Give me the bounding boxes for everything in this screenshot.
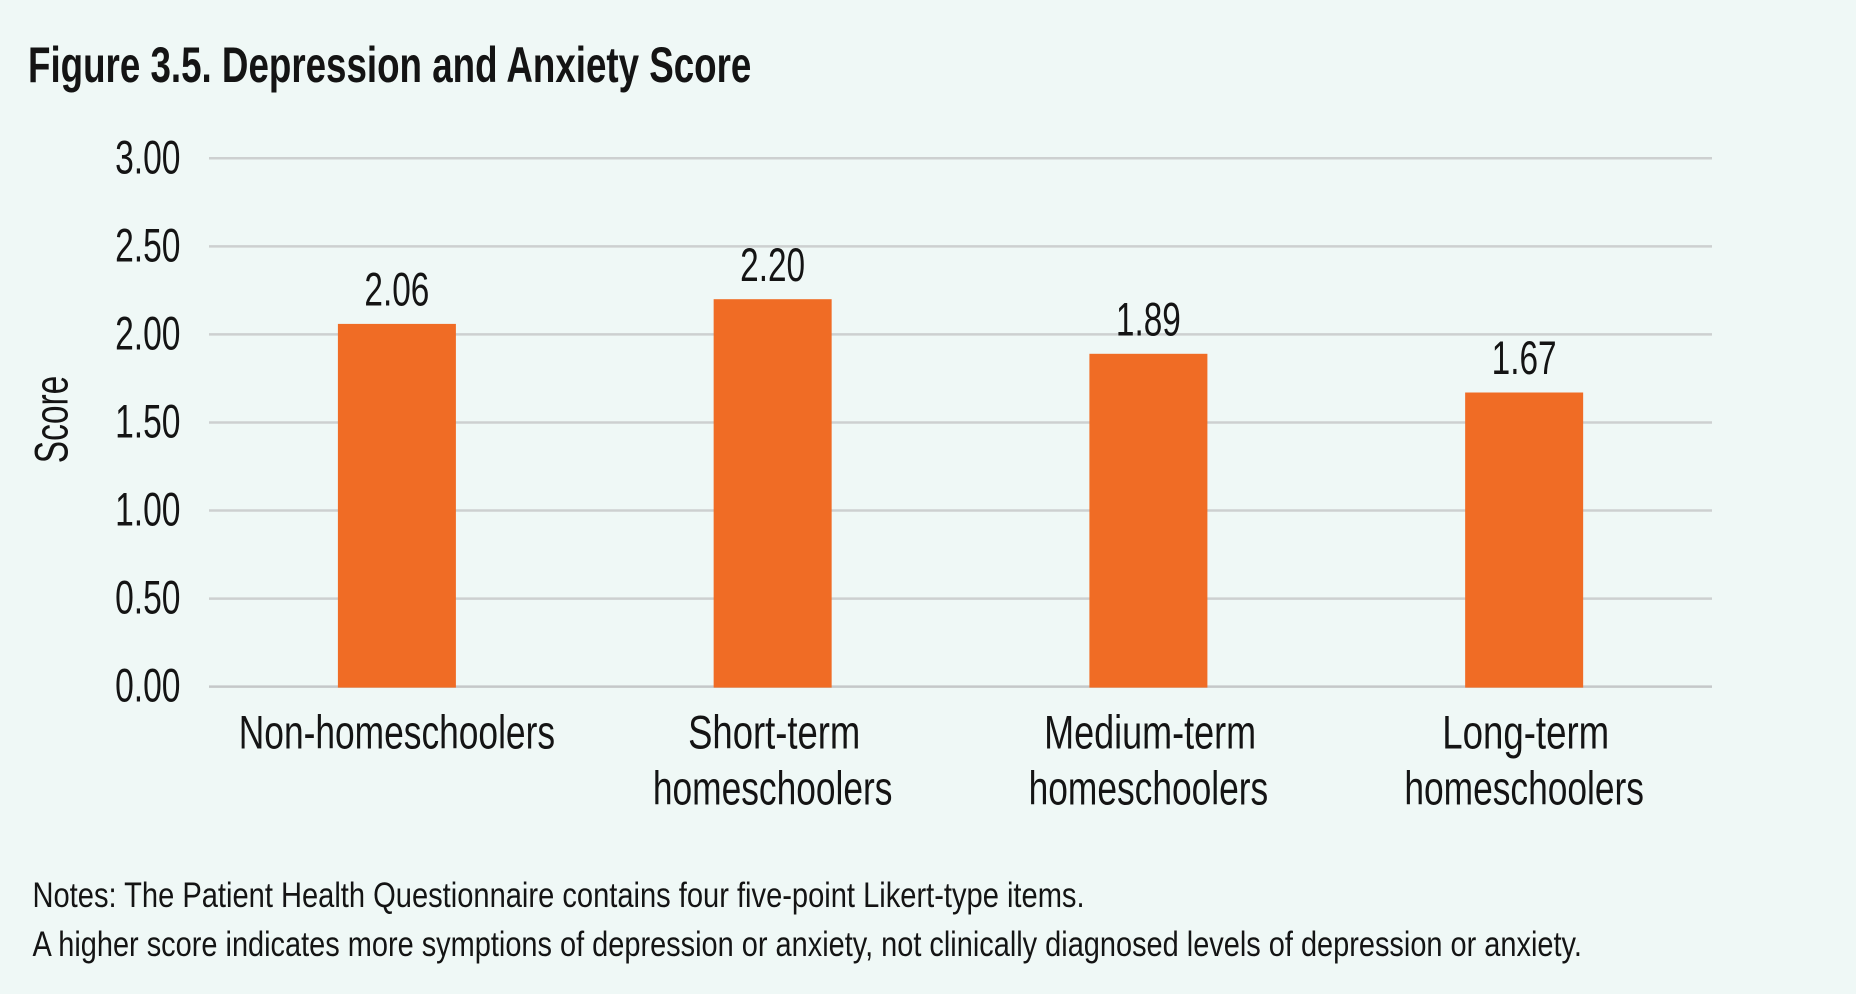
svg-text:0.00: 0.00 (115, 659, 180, 712)
svg-text:Short-term: Short-term (688, 706, 860, 759)
svg-text:homeschoolers: homeschoolers (1404, 762, 1644, 815)
svg-text:3.00: 3.00 (115, 131, 180, 184)
svg-text:homeschoolers: homeschoolers (653, 762, 893, 815)
svg-text:Notes: The Patient Health Ques: Notes: The Patient Health Questionnaire … (33, 875, 1085, 914)
svg-text:Long-term: Long-term (1442, 706, 1609, 758)
svg-text:1.50: 1.50 (115, 395, 180, 448)
svg-text:2.20: 2.20 (740, 238, 805, 291)
svg-text:1.00: 1.00 (115, 483, 180, 536)
svg-text:2.06: 2.06 (364, 263, 429, 316)
svg-text:Score: Score (25, 376, 78, 463)
svg-text:A higher score indicates more: A higher score indicates more symptions … (33, 925, 1582, 964)
svg-text:Medium-term: Medium-term (1044, 706, 1256, 759)
svg-text:1.89: 1.89 (1116, 293, 1181, 346)
svg-text:Non-homeschoolers: Non-homeschoolers (239, 706, 555, 759)
svg-text:Figure 3.5. Depression and Anx: Figure 3.5. Depression and Anxiety Score (28, 38, 751, 94)
svg-text:1.67: 1.67 (1492, 332, 1557, 385)
svg-text:2.50: 2.50 (115, 219, 180, 272)
svg-text:0.50: 0.50 (115, 571, 180, 624)
svg-text:2.00: 2.00 (115, 307, 180, 360)
svg-text:homeschoolers: homeschoolers (1029, 762, 1269, 815)
